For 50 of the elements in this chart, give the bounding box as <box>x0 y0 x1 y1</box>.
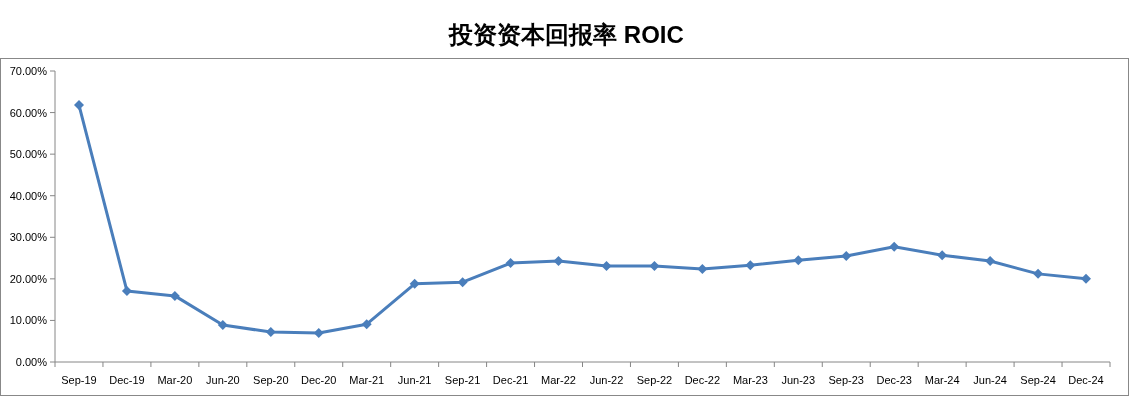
x-tick-label: Sep-23 <box>828 374 864 386</box>
point <box>793 255 804 266</box>
point <box>1033 268 1044 279</box>
x-tick-label: Jun-21 <box>397 374 432 386</box>
x-tick-label: Dec-20 <box>301 374 337 386</box>
x-tick-label: Dec-22 <box>684 374 721 386</box>
point <box>409 278 420 289</box>
x-tick-label: Dec-21 <box>492 374 529 386</box>
x-tick-label: Mar-23 <box>732 374 768 386</box>
point <box>937 250 948 261</box>
y-tick-label: 60.00% <box>9 106 48 119</box>
x-tick-label: Dec-19 <box>109 374 145 386</box>
y-tick-label: 20.00% <box>9 272 48 285</box>
point <box>889 241 900 252</box>
point <box>745 260 756 271</box>
point <box>841 250 852 261</box>
y-tick-label: 40.00% <box>9 189 48 202</box>
y-tick-label: 50.00% <box>9 148 48 161</box>
x-tick-label: Sep-24 <box>1020 374 1056 386</box>
x-tick-label: Mar-20 <box>157 374 193 386</box>
x-tick-label: Dec-24 <box>1068 374 1104 386</box>
x-tick-label: Mar-24 <box>924 374 960 386</box>
chart-title: 投资资本回报率 ROIC <box>448 21 684 48</box>
x-tick-label: Jun-22 <box>589 374 624 386</box>
x-tick-label: Sep-21 <box>444 374 481 386</box>
y-tick-label: 10.00% <box>9 314 48 327</box>
point <box>1081 273 1092 284</box>
point <box>649 260 660 271</box>
x-tick-label: Sep-19 <box>61 374 97 386</box>
x-tick-label: Dec-23 <box>876 374 912 386</box>
y-tick-label: 70.00% <box>9 65 48 77</box>
x-tick-label: Mar-21 <box>349 374 385 386</box>
x-tick-label: Sep-22 <box>636 374 673 386</box>
point <box>505 258 516 269</box>
y-tick-label: 0.00% <box>15 356 48 368</box>
x-tick-label: Sep-20 <box>253 374 289 386</box>
point <box>121 285 132 296</box>
point <box>601 260 612 271</box>
x-tick-label: Jun-23 <box>781 374 816 386</box>
x-tick-label: Mar-22 <box>541 374 576 386</box>
point <box>985 255 996 266</box>
point <box>697 263 708 274</box>
point <box>265 327 276 338</box>
point <box>73 100 84 111</box>
point <box>217 320 228 330</box>
point <box>361 319 372 330</box>
point <box>553 255 564 266</box>
x-tick-label: Jun-20 <box>206 374 240 386</box>
x-tick-label: Jun-24 <box>973 374 1007 386</box>
y-tick-label: 30.00% <box>9 231 48 244</box>
